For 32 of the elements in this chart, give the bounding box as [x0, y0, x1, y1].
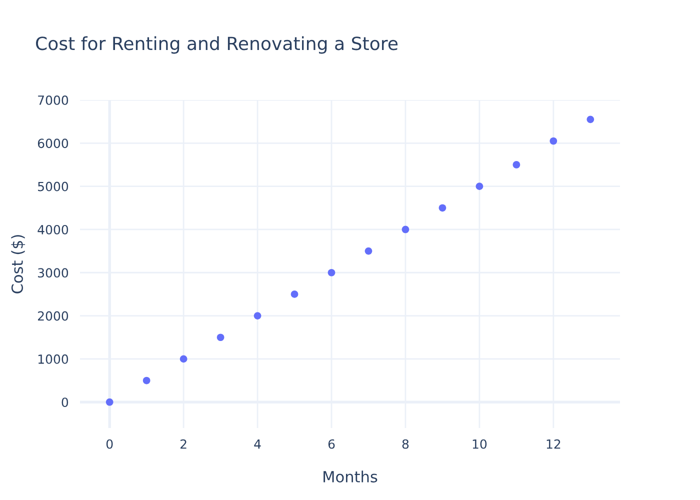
- x-tick-label: 8: [402, 439, 409, 449]
- chart-title: Cost for Renting and Renovating a Store: [36, 36, 398, 54]
- y-tick-label: 4000: [38, 224, 68, 234]
- point: [328, 268, 336, 276]
- point: [586, 116, 594, 124]
- point: [512, 161, 520, 168]
- y-tick-label: 5000: [38, 182, 68, 192]
- x-tick-label: 2: [180, 439, 186, 449]
- y-tick-label: 6000: [38, 138, 68, 148]
- point: [438, 204, 446, 212]
- point: [476, 182, 484, 190]
- point: [550, 137, 558, 145]
- x-tick-label: 6: [328, 439, 335, 449]
- point: [364, 247, 372, 255]
- y-tick-label: 7000: [38, 95, 68, 105]
- point: [290, 290, 298, 298]
- x-axis-title: Months: [324, 470, 378, 482]
- x-tick-label: 0: [106, 439, 113, 449]
- point: [142, 376, 150, 384]
- y-tick-label: 2000: [38, 311, 68, 321]
- point: [216, 334, 224, 342]
- point: [402, 226, 410, 234]
- y-tick-label: 3000: [38, 268, 68, 278]
- y-tick-label: 0: [62, 398, 68, 408]
- x-tick-label: 4: [254, 439, 261, 449]
- y-axis-title: Cost ($): [11, 235, 26, 294]
- point: [254, 312, 262, 320]
- x-tick-label: 12: [546, 439, 560, 449]
- point: [106, 398, 114, 406]
- x-tick-label: 10: [472, 439, 487, 449]
- y-tick-label: 1000: [38, 354, 68, 364]
- point: [180, 355, 188, 363]
